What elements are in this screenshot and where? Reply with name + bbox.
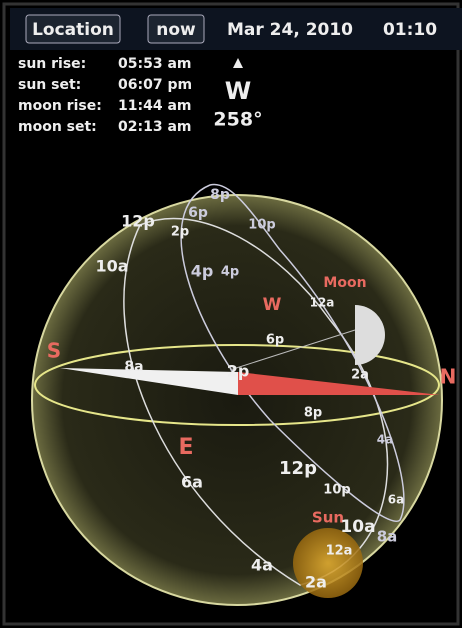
cardinal-south: S: [47, 339, 61, 363]
info-label: moon set:: [18, 119, 97, 135]
location-label: Location: [32, 20, 114, 40]
hour-label: 10p: [323, 483, 350, 498]
heading-degrees: 258°: [213, 109, 262, 131]
hour-label: 4a: [377, 433, 393, 447]
hour-label: 12p: [279, 458, 317, 479]
hour-label: 6p: [266, 333, 284, 348]
heading-direction: W: [225, 77, 251, 105]
info-value: 02:13 am: [118, 119, 191, 135]
hour-label: 8a: [377, 528, 398, 546]
hour-label: 8a: [124, 359, 143, 375]
hour-label: 12p: [121, 212, 155, 231]
time: 01:10: [383, 20, 437, 40]
hour-label: 4p: [191, 262, 214, 281]
info-value: 06:07 pm: [118, 77, 192, 93]
info-value: 11:44 am: [118, 98, 191, 114]
hour-label: 10a: [95, 257, 128, 276]
hour-label: 6p: [188, 205, 208, 221]
hour-label: 2a: [305, 573, 327, 592]
hour-label: 10a: [340, 517, 375, 537]
hour-label: 4p: [221, 265, 239, 280]
hour-label: 8p: [304, 406, 322, 421]
cardinal-north: N: [440, 365, 457, 389]
page: Location now Mar 24, 2010 01:10 sun rise…: [0, 0, 462, 628]
hour-label: 12a: [310, 296, 335, 310]
hour-label: 4a: [251, 556, 273, 575]
hour-label: 2p: [171, 225, 189, 240]
info-label: sun rise:: [18, 56, 86, 72]
info-value: 05:53 am: [118, 56, 191, 72]
hour-label: 12a: [326, 544, 353, 559]
sun-disc: [293, 528, 363, 598]
now-label: now: [156, 20, 196, 40]
hour-label: 2a: [351, 368, 369, 383]
moon-label: Moon: [323, 275, 366, 291]
hour-label: 6a: [181, 473, 203, 492]
info-label: sun set:: [18, 77, 81, 93]
hour-label: 8p: [210, 187, 230, 203]
info-label: moon rise:: [18, 98, 102, 114]
hour-label: 6a: [388, 493, 404, 507]
cardinal-east: E: [178, 435, 193, 460]
app-screen: Location now Mar 24, 2010 01:10 sun rise…: [0, 0, 462, 628]
cardinal-west: W: [263, 295, 282, 315]
date: Mar 24, 2010: [227, 20, 353, 40]
hour-label: 2p: [227, 362, 250, 381]
hour-label: 10p: [248, 218, 275, 233]
sun-label: Sun: [312, 509, 344, 527]
